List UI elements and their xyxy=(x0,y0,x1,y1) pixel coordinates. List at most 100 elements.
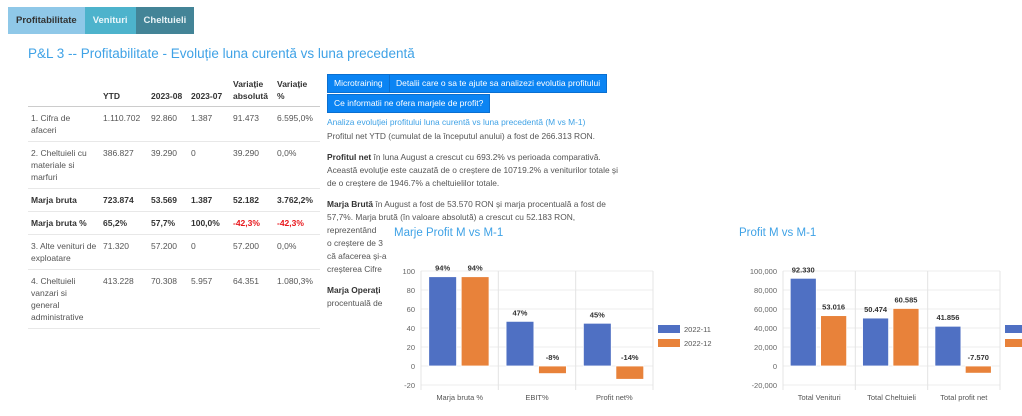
informatii-marje-button[interactable]: Ce informatii ne ofera marjele de profit… xyxy=(327,94,491,113)
cell-value: 57.200 xyxy=(230,234,274,270)
row-label: Marja bruta % xyxy=(28,211,100,235)
bar xyxy=(892,308,920,367)
table-row: 2. Cheltuieli cu materiale si marfuri 386… xyxy=(28,141,320,189)
marje-profit-svg: -20 0 20 40 60 80 100 Marja bruta % 94% 94% EBIT% 4… xyxy=(402,264,712,402)
cell-value: -42,3% xyxy=(274,211,320,235)
page-title: P&L 3 -- Profitabilitate - Evoluție luna… xyxy=(28,46,415,61)
table-header-row: YTD 2023-08 2023-07 Variație absolută Va… xyxy=(28,76,320,107)
cell-value: 65,2% xyxy=(100,211,148,235)
detalii-button[interactable]: Detalii care o sa te ajute sa analizezi … xyxy=(389,74,608,93)
cell-value: 91.473 xyxy=(230,106,274,142)
cell-value: 1.080,3% xyxy=(274,269,320,329)
data-label: 45% xyxy=(590,310,605,319)
microtraining-button[interactable]: Microtraining xyxy=(327,74,390,93)
column-header: 2023-08 xyxy=(148,76,188,107)
table-row: Marja bruta % 65,2% 57,7% 100,0% -42,3% -42,3… xyxy=(28,211,320,235)
legend-swatch xyxy=(658,339,680,347)
data-label: 94% xyxy=(468,264,483,273)
tab-bar: Profitabilitate Venituri Cheltuieli xyxy=(8,7,195,34)
tab-venituri[interactable]: Venituri xyxy=(84,7,136,34)
bar xyxy=(862,317,890,367)
data-label: 94% xyxy=(435,264,450,273)
row-label: 1. Cifra de afaceri xyxy=(28,106,100,142)
x-tick-label: EBIT% xyxy=(525,393,549,402)
cell-value: 39.290 xyxy=(148,141,188,189)
cell-value: 0 xyxy=(188,234,230,270)
cell-value: 1.387 xyxy=(188,188,230,212)
pl-table: YTD 2023-08 2023-07 Variație absolută Va… xyxy=(28,76,320,329)
cell-value: 6.595,0% xyxy=(274,106,320,142)
chart-title: Profit M vs M-1 xyxy=(739,227,817,239)
column-header: Variație absolută xyxy=(230,76,274,107)
y-tick-label: 20,000 xyxy=(754,343,777,352)
bar xyxy=(964,365,992,374)
analysis-p3: Marja Brută în August a fost de 53.570 R… xyxy=(327,199,606,274)
x-tick-label: Total Cheltuieli xyxy=(867,393,916,402)
cell-value: 92.860 xyxy=(148,106,188,142)
legend-label: 2022-12 xyxy=(684,339,712,348)
y-tick-label: 40 xyxy=(407,324,415,333)
cell-value: 70.308 xyxy=(148,269,188,329)
row-label: 3. Alte venituri de exploatare xyxy=(28,234,100,270)
analysis-text: Analiza evoluției profitului luna curent… xyxy=(327,116,619,318)
cell-value: 39.290 xyxy=(230,141,274,189)
tab-profitabilitate[interactable]: Profitabilitate xyxy=(8,7,85,34)
y-tick-label: 100 xyxy=(402,267,415,276)
legend-label: 2022-11 xyxy=(684,325,711,334)
data-label: -8% xyxy=(546,353,560,362)
data-label: 50.474 xyxy=(864,305,888,314)
data-label: 53.016 xyxy=(822,303,845,312)
column-header xyxy=(28,76,100,107)
chart-title: Marje Profit M vs M-1 xyxy=(394,227,504,239)
tab-cheltuieli[interactable]: Cheltuieli xyxy=(135,7,195,34)
cell-value: 57,7% xyxy=(148,211,188,235)
cell-value: 57.200 xyxy=(148,234,188,270)
cell-value: 0,0% xyxy=(274,141,320,189)
y-tick-label: 40,000 xyxy=(754,324,777,333)
bar xyxy=(460,276,490,367)
y-tick-label: 0 xyxy=(411,362,415,371)
cell-value: 0,0% xyxy=(274,234,320,270)
profit-chart: Profit M vs M-1 -20,000 0 20,000 40,000 60,0… xyxy=(718,225,1022,411)
row-label: 4. Cheltuieli vanzari si general adminis… xyxy=(28,269,100,329)
x-tick-label: Profit net% xyxy=(596,393,633,402)
row-label: Marja bruta xyxy=(28,188,100,212)
y-tick-label: 100,000 xyxy=(750,267,777,276)
cell-value: 3.762,2% xyxy=(274,188,320,212)
legend-swatch xyxy=(1005,325,1022,333)
bar xyxy=(615,365,645,380)
cell-value: 52.182 xyxy=(230,188,274,212)
bar xyxy=(582,322,612,367)
cell-value: 64.351 xyxy=(230,269,274,329)
bar xyxy=(820,315,848,367)
data-label: 41.856 xyxy=(936,313,959,322)
column-header: Variație % xyxy=(274,76,320,107)
table-row: 3. Alte venituri de exploatare 71.320 57.2… xyxy=(28,234,320,270)
data-label: 60.585 xyxy=(894,295,917,304)
y-tick-label: 0 xyxy=(773,362,777,371)
column-header: YTD xyxy=(100,76,148,107)
y-tick-label: 80 xyxy=(407,286,415,295)
y-tick-label: 20 xyxy=(407,343,415,352)
table-row: Marja bruta 723.874 53.569 1.387 52.182 3.762… xyxy=(28,188,320,212)
cell-value: 1.110.702 xyxy=(100,106,148,142)
bar xyxy=(538,365,567,374)
cell-value: 100,0% xyxy=(188,211,230,235)
table-row: 4. Cheltuieli vanzari si general adminis… xyxy=(28,269,320,329)
analysis-link[interactable]: Analiza evoluției profitului luna curent… xyxy=(327,117,586,127)
y-tick-label: -20,000 xyxy=(752,381,777,390)
cell-value: 0 xyxy=(188,141,230,189)
cell-value: 71.320 xyxy=(100,234,148,270)
cell-value: 1.387 xyxy=(188,106,230,142)
table-row: 1. Cifra de afaceri 1.110.702 92.860 1.387 9… xyxy=(28,106,320,142)
bar xyxy=(789,277,817,367)
bar xyxy=(505,320,535,367)
cell-value: 723.874 xyxy=(100,188,148,212)
data-label: 47% xyxy=(512,308,527,317)
bar xyxy=(428,276,457,367)
x-tick-label: Total profit net xyxy=(940,393,988,402)
data-label: 92.330 xyxy=(792,265,815,274)
row-label: 2. Cheltuieli cu materiale si marfuri xyxy=(28,141,100,189)
y-tick-label: 60 xyxy=(407,305,415,314)
marje-profit-chart: Marje Profit M vs M-1 -20 0 20 40 60 80 100 Mar… xyxy=(392,225,718,411)
